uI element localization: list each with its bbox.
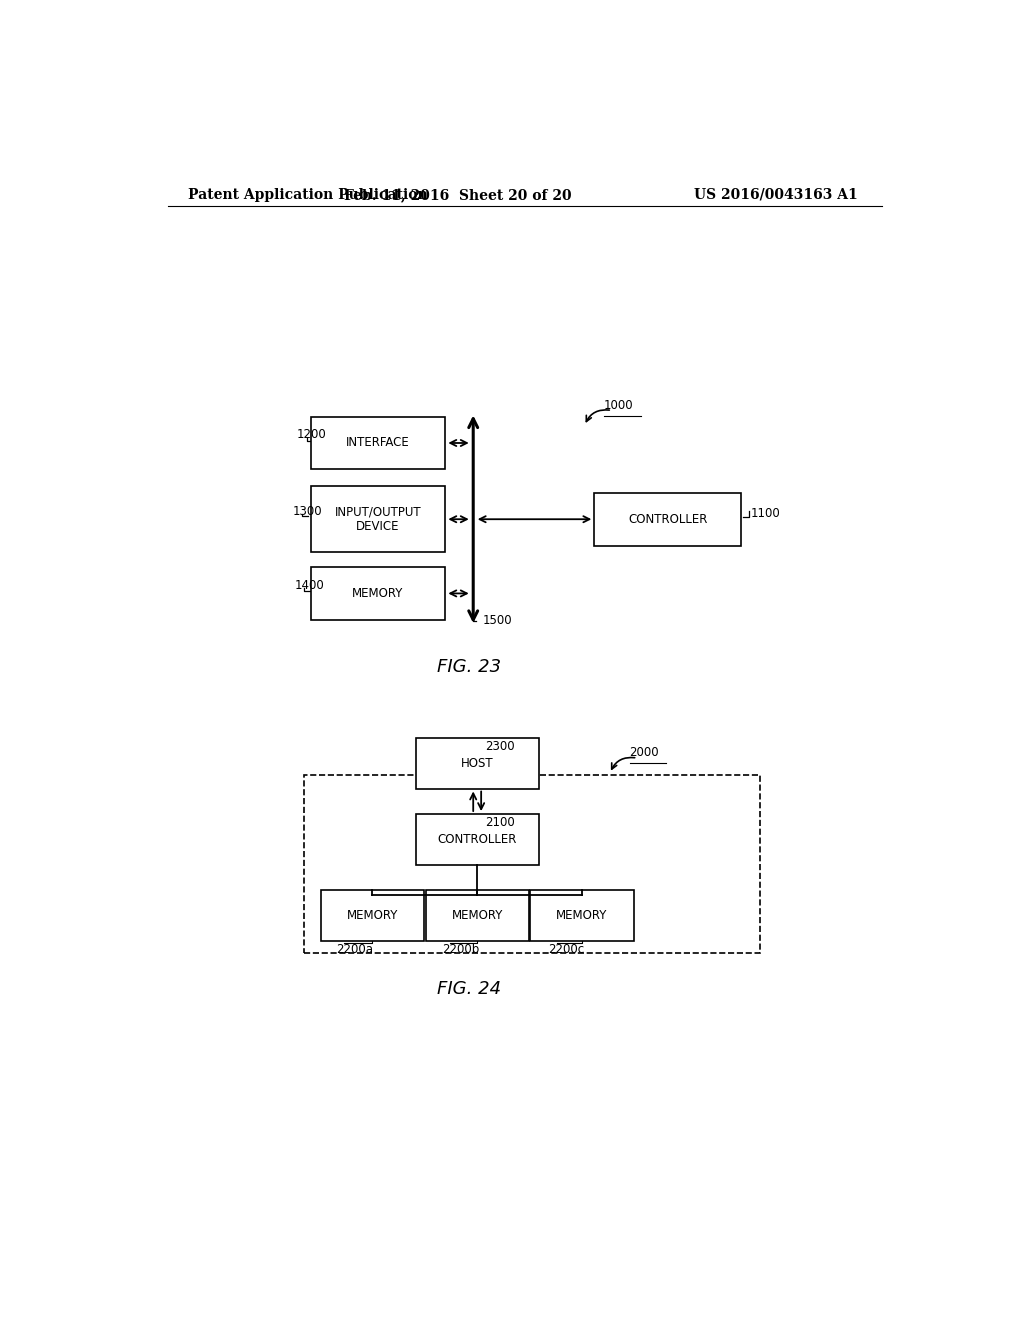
Bar <box>416 738 539 788</box>
Text: Feb. 11, 2016  Sheet 20 of 20: Feb. 11, 2016 Sheet 20 of 20 <box>343 187 571 202</box>
Bar <box>594 492 741 545</box>
Text: 1500: 1500 <box>482 614 512 627</box>
Text: MEMORY: MEMORY <box>452 909 503 923</box>
Text: CONTROLLER: CONTROLLER <box>437 833 517 846</box>
Text: 1000: 1000 <box>604 399 634 412</box>
Text: 2200c: 2200c <box>549 942 585 956</box>
Text: FIG. 23: FIG. 23 <box>437 657 502 676</box>
Text: 2000: 2000 <box>630 747 659 759</box>
Text: Patent Application Publication: Patent Application Publication <box>187 187 427 202</box>
Text: INPUT/OUTPUT
DEVICE: INPUT/OUTPUT DEVICE <box>335 506 421 533</box>
Text: 2200b: 2200b <box>442 942 479 956</box>
Bar <box>310 486 445 552</box>
Text: FIG. 24: FIG. 24 <box>437 979 502 998</box>
Text: CONTROLLER: CONTROLLER <box>628 512 708 525</box>
Text: 1300: 1300 <box>292 504 322 517</box>
Text: 1400: 1400 <box>295 578 325 591</box>
Text: 1100: 1100 <box>751 507 780 520</box>
Bar <box>304 775 761 953</box>
Bar <box>321 890 424 941</box>
Bar <box>530 890 634 941</box>
Bar <box>426 890 528 941</box>
Bar <box>310 568 445 620</box>
Bar <box>310 417 445 470</box>
Bar <box>416 814 539 865</box>
Text: 2300: 2300 <box>485 741 515 752</box>
Text: INTERFACE: INTERFACE <box>346 437 410 450</box>
Text: MEMORY: MEMORY <box>352 587 403 599</box>
Text: 2200a: 2200a <box>336 942 373 956</box>
Text: MEMORY: MEMORY <box>556 909 607 923</box>
Text: US 2016/0043163 A1: US 2016/0043163 A1 <box>694 187 858 202</box>
Text: 1200: 1200 <box>297 429 327 441</box>
Text: 2100: 2100 <box>485 816 515 829</box>
Text: MEMORY: MEMORY <box>347 909 398 923</box>
Text: HOST: HOST <box>461 756 494 770</box>
